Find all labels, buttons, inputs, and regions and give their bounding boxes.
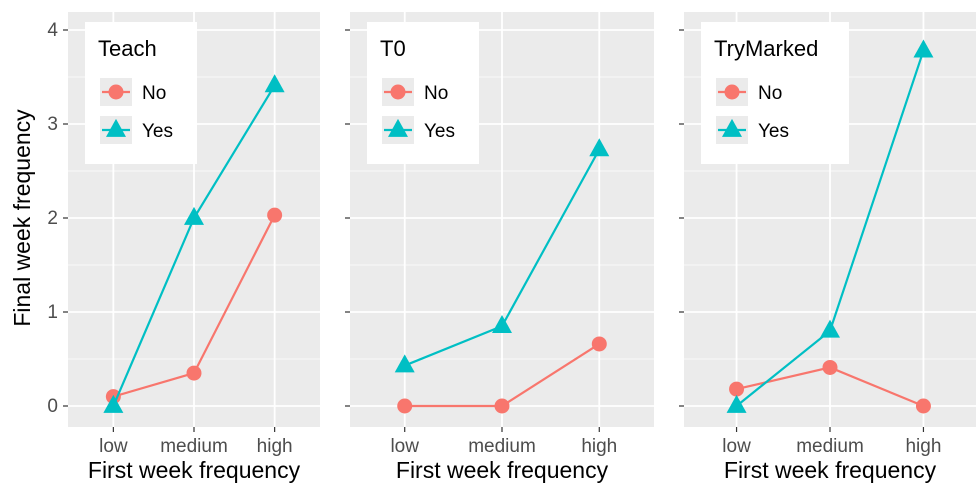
y-tick-label: 1: [47, 302, 58, 323]
legend-label-no: No: [758, 83, 782, 104]
x-tick-label: high: [581, 436, 617, 457]
legend-key-triangle: [388, 118, 408, 137]
legend: T0 No Yes: [367, 22, 479, 164]
x-tick-label: medium: [796, 436, 864, 457]
x-tick-label: low: [99, 436, 128, 457]
y-tick-label: 4: [47, 20, 58, 41]
legend-label-no: No: [424, 83, 448, 104]
x-tick-label: medium: [468, 436, 536, 457]
data-point-yes: [726, 394, 747, 413]
legend-title: TryMarked: [714, 36, 818, 61]
x-tick-label: medium: [160, 436, 228, 457]
data-point-no: [729, 381, 745, 397]
data-point-yes: [394, 354, 415, 373]
legend: Teach No Yes: [85, 22, 197, 164]
data-point-yes: [103, 394, 124, 413]
data-point-no: [822, 359, 838, 375]
x-axis-title: First week frequency: [88, 457, 301, 483]
y-tick-label: 2: [47, 208, 58, 229]
legend-label-yes: Yes: [142, 121, 173, 142]
legend-key-triangle: [106, 118, 126, 137]
x-axis-title: First week frequency: [396, 457, 609, 483]
data-point-no: [267, 207, 283, 223]
legend: TryMarked No Yes: [701, 22, 849, 164]
y-tick-label: 3: [47, 114, 58, 135]
data-point-yes: [492, 314, 512, 333]
x-tick-label: low: [722, 436, 751, 457]
data-point-yes: [913, 39, 934, 58]
legend-key-circle: [108, 84, 124, 100]
legend-label-yes: Yes: [424, 121, 455, 142]
legend-key-circle: [390, 84, 406, 100]
legend-label-yes: Yes: [758, 121, 789, 142]
legend-key-triangle: [722, 118, 742, 137]
data-point-no: [397, 398, 413, 414]
y-tick-label: 0: [47, 396, 58, 417]
data-point-yes: [184, 206, 204, 225]
data-point-yes: [589, 138, 610, 157]
data-point-no: [591, 336, 607, 352]
data-point-yes: [820, 319, 840, 338]
legend-title: Teach: [98, 36, 157, 61]
x-tick-label: low: [390, 436, 419, 457]
legend-title: T0: [380, 36, 406, 61]
data-point-no: [494, 398, 510, 414]
data-point-no: [915, 398, 931, 414]
x-tick-label: high: [257, 436, 293, 457]
x-tick-label: high: [905, 436, 941, 457]
x-axis-title: First week frequency: [724, 457, 937, 483]
data-point-no: [186, 365, 202, 381]
y-axis-title: Final week frequency: [9, 109, 35, 327]
legend-key-circle: [724, 84, 740, 100]
legend-label-no: No: [142, 83, 166, 104]
data-point-yes: [264, 74, 285, 93]
